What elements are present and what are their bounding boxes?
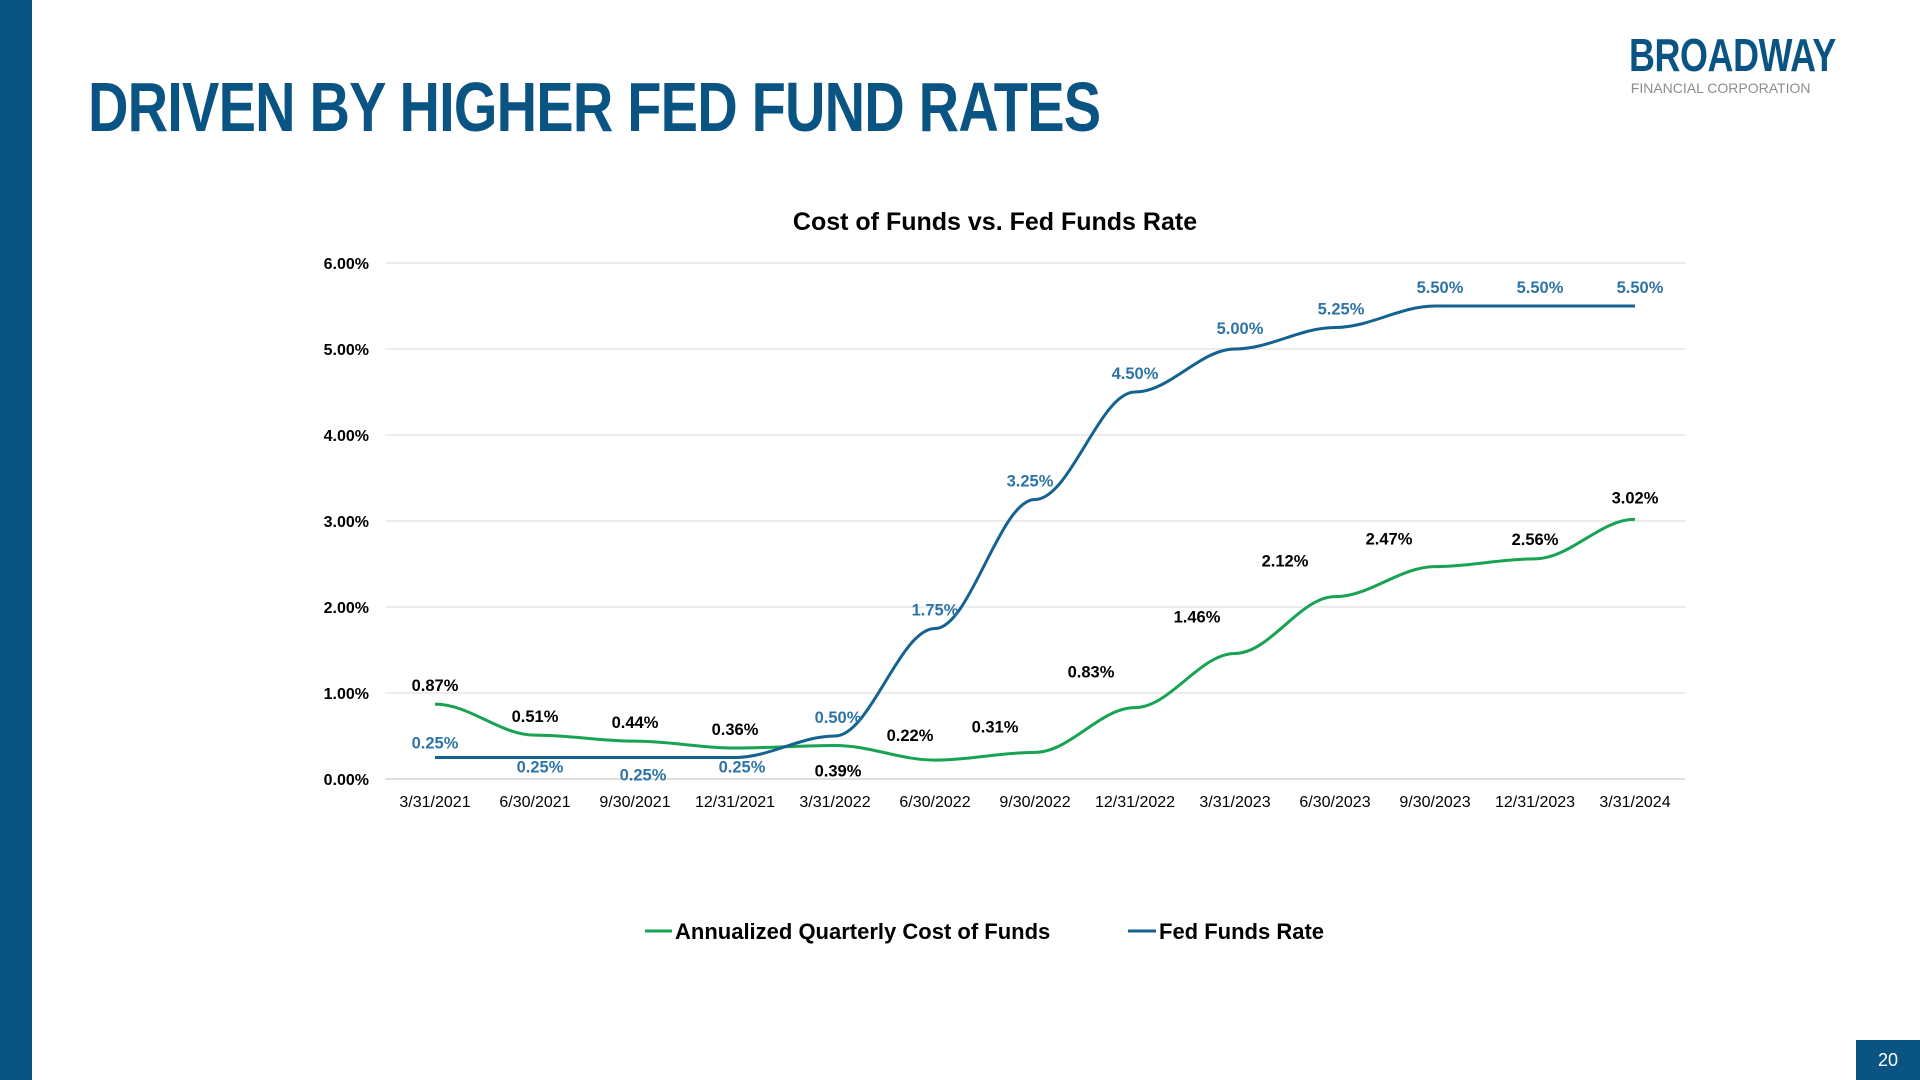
fed-funds-data-label: 5.25% bbox=[1318, 301, 1365, 319]
logo-wordmark: BROADWAY bbox=[1628, 29, 1836, 81]
logo-subtitle: FINANCIAL CORPORATION bbox=[1630, 80, 1811, 96]
chart-series-lines bbox=[434, 304, 1636, 762]
cost-of-funds-data-label: 0.44% bbox=[612, 714, 659, 732]
chart-legend: Annualized Quarterly Cost of Funds Fed Fu… bbox=[645, 919, 1324, 944]
cost-of-funds-data-label: 0.22% bbox=[887, 727, 934, 745]
y-tick-label: 6.00% bbox=[324, 256, 369, 273]
legend-label-cost-of-funds: Annualized Quarterly Cost of Funds bbox=[675, 919, 1050, 944]
cost-of-funds-data-label: 2.56% bbox=[1512, 531, 1559, 549]
fed-funds-data-label: 4.50% bbox=[1112, 365, 1159, 383]
chart-title: Cost of Funds vs. Fed Funds Rate bbox=[793, 208, 1197, 236]
x-tick-label: 6/30/2023 bbox=[1299, 794, 1370, 811]
fed-funds-data-label: 0.50% bbox=[815, 709, 862, 727]
x-tick-label: 9/30/2021 bbox=[599, 794, 670, 811]
fed-funds-rate-line bbox=[435, 304, 1635, 760]
cost-of-funds-data-label: 1.46% bbox=[1174, 608, 1221, 626]
y-tick-label: 4.00% bbox=[324, 428, 369, 445]
left-accent-bar bbox=[0, 0, 32, 1080]
cost-of-funds-data-label: 0.87% bbox=[412, 677, 459, 695]
y-tick-label: 2.00% bbox=[324, 600, 369, 617]
fed-funds-data-label: 1.75% bbox=[912, 602, 959, 620]
y-tick-label: 1.00% bbox=[324, 686, 369, 703]
chart-data-labels: 0.25% 0.25% 0.25% 0.25% 0.50% 1.75% 3.25% 4.50%… bbox=[412, 279, 1664, 785]
y-tick-label: 3.00% bbox=[324, 514, 369, 531]
fed-funds-data-label: 0.25% bbox=[412, 735, 459, 753]
legend-label-fed-funds-rate: Fed Funds Rate bbox=[1159, 919, 1324, 944]
x-tick-label: 9/30/2023 bbox=[1399, 794, 1470, 811]
x-axis-ticks: 3/31/2021 6/30/2021 9/30/2021 12/31/2021 3/3… bbox=[399, 794, 1670, 811]
y-tick-label: 0.00% bbox=[324, 772, 369, 789]
y-tick-label: 5.00% bbox=[324, 342, 369, 359]
cost-of-funds-data-label: 0.39% bbox=[815, 762, 862, 780]
chart-gridlines bbox=[385, 262, 1685, 780]
cost-of-funds-data-label: 2.47% bbox=[1366, 531, 1413, 549]
fed-funds-data-label: 5.50% bbox=[1617, 279, 1664, 297]
fed-funds-data-label: 0.25% bbox=[620, 767, 667, 785]
x-tick-label: 12/31/2021 bbox=[695, 794, 775, 811]
cost-of-funds-data-label: 0.83% bbox=[1068, 664, 1115, 682]
x-tick-label: 3/31/2023 bbox=[1199, 794, 1270, 811]
x-tick-label: 9/30/2022 bbox=[999, 794, 1070, 811]
x-tick-label: 3/31/2022 bbox=[799, 794, 870, 811]
fed-funds-data-label: 3.25% bbox=[1007, 473, 1054, 491]
fed-funds-data-label: 0.25% bbox=[719, 759, 766, 777]
x-tick-label: 3/31/2021 bbox=[399, 794, 470, 811]
cost-of-funds-data-label: 3.02% bbox=[1612, 489, 1659, 507]
x-tick-label: 12/31/2022 bbox=[1095, 794, 1175, 811]
cost-of-funds-data-label: 0.36% bbox=[712, 721, 759, 739]
page-title: DRIVEN BY HIGHER FED FUND RATES bbox=[88, 68, 1101, 146]
cost-of-funds-data-label: 0.51% bbox=[512, 708, 559, 726]
x-tick-label: 6/30/2022 bbox=[899, 794, 970, 811]
fed-funds-data-label: 5.00% bbox=[1217, 320, 1264, 338]
cost-of-funds-data-label: 0.31% bbox=[972, 718, 1019, 736]
x-tick-label: 3/31/2024 bbox=[1599, 794, 1670, 811]
fed-funds-data-label: 5.50% bbox=[1517, 279, 1564, 297]
fed-funds-data-label: 0.25% bbox=[517, 759, 564, 777]
company-logo: BROADWAY FINANCIAL CORPORATION bbox=[1629, 32, 1894, 96]
x-tick-label: 12/31/2023 bbox=[1495, 794, 1575, 811]
slide-number: 20 bbox=[1856, 1040, 1920, 1080]
cost-of-funds-data-label: 2.12% bbox=[1262, 553, 1309, 571]
x-tick-label: 6/30/2021 bbox=[499, 794, 570, 811]
cost-of-funds-line bbox=[434, 517, 1636, 762]
fed-funds-data-label: 5.50% bbox=[1417, 279, 1464, 297]
y-axis-ticks: 0.00% 1.00% 2.00% 3.00% 4.00% 5.00% 6.00% bbox=[324, 256, 369, 789]
